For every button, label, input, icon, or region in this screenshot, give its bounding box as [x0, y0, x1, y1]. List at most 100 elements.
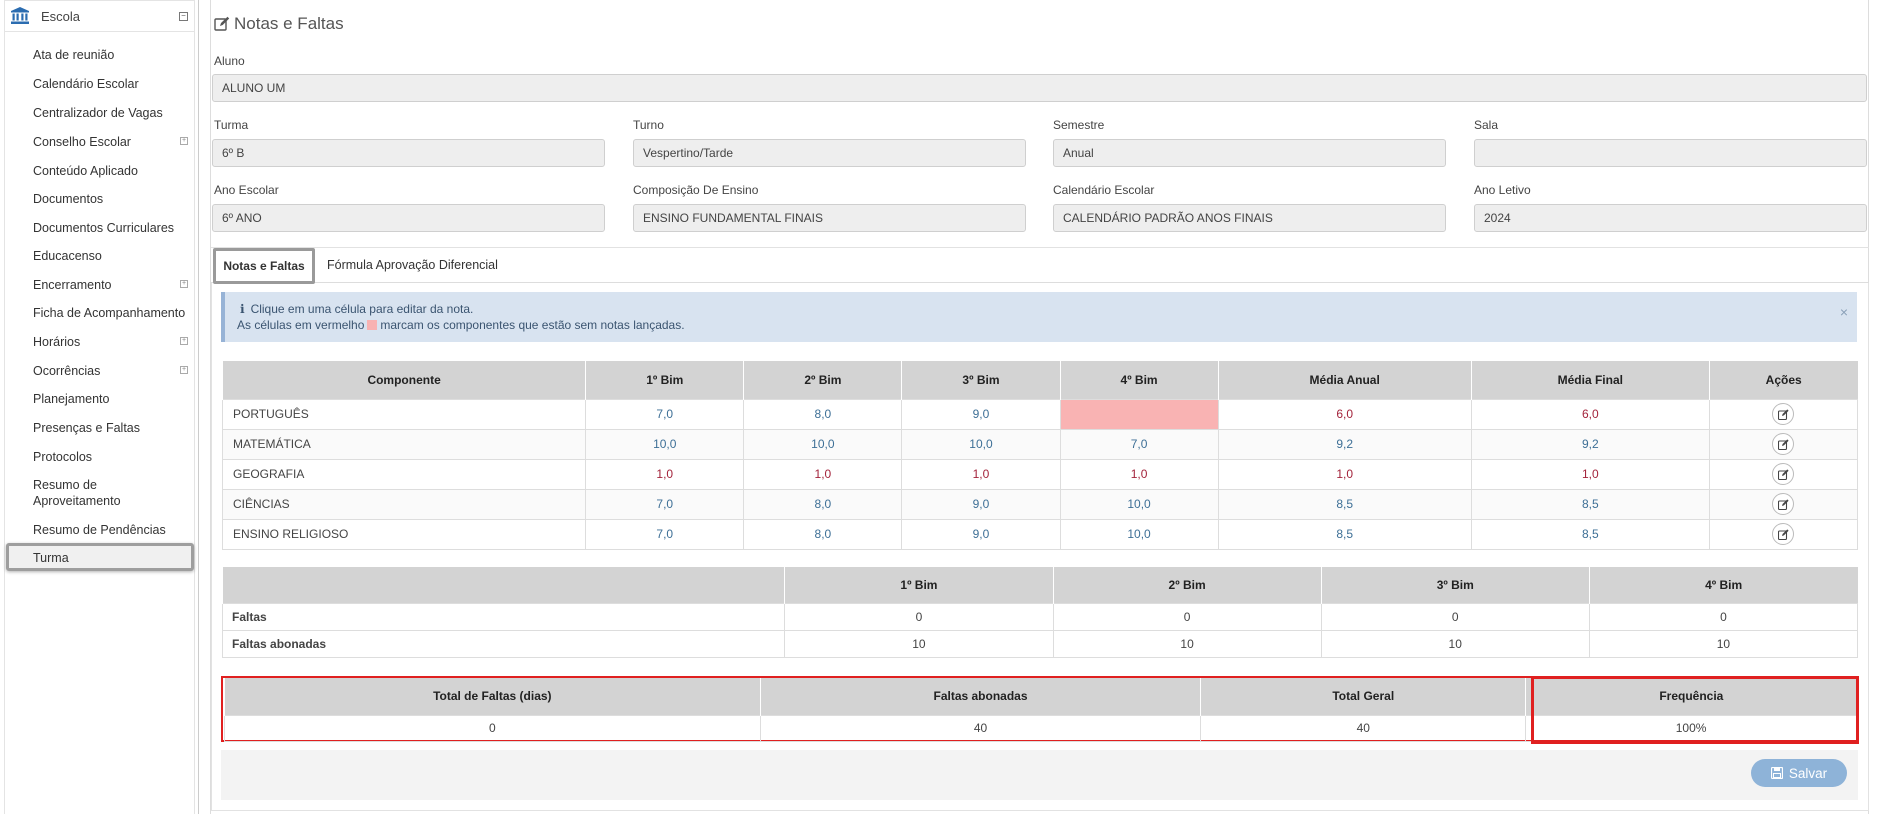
- sidebar-item-resumo-de[interactable]: Resumo de: [33, 478, 97, 492]
- semestre-field[interactable]: Anual: [1053, 139, 1446, 167]
- grade-cell[interactable]: 1,0: [1470, 458, 1710, 490]
- grade-cell[interactable]: [1059, 398, 1219, 430]
- actions-cell: [1708, 458, 1859, 490]
- grade-cell[interactable]: 7,0: [585, 518, 745, 550]
- sidebar-item-resumo-de-pendências[interactable]: Resumo de Pendências: [33, 523, 166, 537]
- grade-cell[interactable]: 10,0: [1059, 518, 1219, 550]
- collapse-icon[interactable]: −: [179, 12, 188, 21]
- edit-row-button[interactable]: [1772, 403, 1795, 425]
- tab-formula-aprovacao[interactable]: Fórmula Aprovação Diferencial: [327, 258, 498, 272]
- grade-cell[interactable]: 9,0: [901, 488, 1061, 520]
- sidebar-item-conteúdo-aplicado[interactable]: Conteúdo Aplicado: [33, 164, 138, 178]
- sidebar-item-planejamento[interactable]: Planejamento: [33, 392, 110, 406]
- componente-cell: PORTUGUÊS: [221, 398, 587, 430]
- sidebar-item-calendário-escolar[interactable]: Calendário Escolar: [33, 77, 139, 91]
- edit-icon: [1778, 499, 1790, 510]
- total-geral-header: Total Geral: [1200, 678, 1526, 715]
- grade-cell[interactable]: 8,5: [1470, 518, 1710, 550]
- faltas-cell: 0: [1588, 602, 1859, 631]
- grade-cell[interactable]: 10,0: [901, 428, 1061, 460]
- expand-icon[interactable]: +: [180, 366, 188, 374]
- ano-escolar-field[interactable]: 6º ANO: [212, 204, 605, 232]
- frequencia-value: 100%: [1525, 714, 1857, 742]
- grade-cell[interactable]: 9,2: [1217, 428, 1472, 460]
- tab-bar: [211, 247, 1869, 283]
- sidebar-item-presenças-e-faltas[interactable]: Presenças e Faltas: [33, 421, 140, 435]
- grade-cell[interactable]: 8,0: [743, 488, 903, 520]
- faltas-table: 1º Bim 2º Bim 3º Bim 4º Bim Faltas 0 0 0 0 Falta…: [221, 567, 1859, 658]
- sidebar-item-protocolos[interactable]: Protocolos: [33, 450, 93, 464]
- sidebar-item-conselho-escolar[interactable]: Conselho Escolar: [33, 135, 131, 149]
- tab-notas-e-faltas[interactable]: Notas e Faltas: [213, 248, 315, 284]
- turno-label: Turno: [633, 118, 664, 132]
- expand-icon[interactable]: +: [180, 137, 188, 145]
- grade-cell[interactable]: 7,0: [1059, 428, 1219, 460]
- grade-cell[interactable]: 8,5: [1217, 488, 1472, 520]
- grade-cell[interactable]: 8,0: [743, 398, 903, 430]
- expand-icon[interactable]: +: [180, 337, 188, 345]
- actions-cell: [1708, 428, 1859, 460]
- turno-field[interactable]: Vespertino/Tarde: [633, 139, 1026, 167]
- grade-cell[interactable]: 10,0: [1059, 488, 1219, 520]
- save-button[interactable]: Salvar: [1751, 759, 1847, 787]
- grade-cell[interactable]: 9,2: [1470, 428, 1710, 460]
- edit-row-button[interactable]: [1772, 433, 1795, 455]
- grade-cell[interactable]: 8,0: [743, 518, 903, 550]
- faltas-cell: 0: [1320, 602, 1590, 631]
- grade-cell[interactable]: 10,0: [585, 428, 745, 460]
- aluno-field[interactable]: ALUNO UM: [212, 74, 1867, 102]
- sidebar-item-encerramento[interactable]: Encerramento: [33, 278, 112, 292]
- sidebar-item-horários[interactable]: Horários: [33, 335, 81, 349]
- sidebar-item-ata-de-reunião[interactable]: Ata de reunião: [33, 48, 115, 62]
- grade-cell[interactable]: 7,0: [585, 488, 745, 520]
- grade-cell[interactable]: 1,0: [1059, 458, 1219, 490]
- sala-field[interactable]: [1474, 139, 1867, 167]
- grade-cell[interactable]: 1,0: [743, 458, 903, 490]
- frequencia-highlight: [1531, 676, 1859, 744]
- sidebar-item-educacenso[interactable]: Educacenso: [33, 249, 102, 263]
- edit-row-button[interactable]: [1772, 463, 1795, 485]
- faltas-abonadas-header: Faltas abonadas: [759, 678, 1201, 715]
- grade-cell[interactable]: 1,0: [901, 458, 1061, 490]
- grades-header: 4º Bim: [1059, 361, 1219, 399]
- main-panel: Notas e Faltas Aluno ALUNO UM Turma 6º B…: [210, 0, 1869, 814]
- edit-row-button[interactable]: [1772, 493, 1795, 515]
- grade-cell[interactable]: 6,0: [1217, 398, 1472, 430]
- grade-cell[interactable]: 9,0: [901, 398, 1061, 430]
- edit-row-button[interactable]: [1772, 523, 1795, 545]
- faltas-cell: 10: [1320, 629, 1590, 658]
- grade-cell[interactable]: 6,0: [1470, 398, 1710, 430]
- grade-cell[interactable]: 8,5: [1470, 488, 1710, 520]
- grade-cell[interactable]: 8,5: [1217, 518, 1472, 550]
- turma-field[interactable]: 6º B: [212, 139, 605, 167]
- componente-cell: MATEMÁTICA: [221, 428, 587, 460]
- sidebar-item-documentos-curriculares[interactable]: Documentos Curriculares: [33, 221, 175, 235]
- grade-cell[interactable]: 1,0: [1217, 458, 1472, 490]
- turma-label: Turma: [214, 118, 249, 132]
- alert-text-2b: marcam os componentes que estão sem nota…: [380, 318, 685, 332]
- faltas-abonadas-value: 40: [759, 714, 1202, 742]
- grade-cell[interactable]: 1,0: [585, 458, 745, 490]
- sidebar-item-centralizador-de-vagas[interactable]: Centralizador de Vagas: [33, 106, 163, 120]
- sidebar-item-documentos[interactable]: Documentos: [33, 192, 104, 206]
- faltas-cell: 10: [1052, 629, 1322, 658]
- close-icon[interactable]: ×: [1839, 304, 1848, 320]
- sidebar-item-turma[interactable]: Turma: [33, 551, 69, 565]
- sidebar-item-aproveitamento[interactable]: Aproveitamento: [33, 494, 121, 508]
- alert-line-2: As células em vermelho marcam os componen…: [237, 318, 685, 332]
- expand-icon[interactable]: +: [180, 280, 188, 288]
- page-title: Notas e Faltas: [214, 14, 344, 34]
- faltas-header: 3º Bim: [1320, 567, 1590, 603]
- calendario-field[interactable]: CALENDÁRIO PADRÃO ANOS FINAIS: [1053, 204, 1446, 232]
- grade-cell[interactable]: 7,0: [585, 398, 745, 430]
- ano-letivo-field[interactable]: 2024: [1474, 204, 1867, 232]
- faltas-header: 2º Bim: [1052, 567, 1322, 603]
- grade-cell[interactable]: 9,0: [901, 518, 1061, 550]
- sidebar-header-escola[interactable]: Escola −: [4, 0, 195, 32]
- sidebar-item-ocorrências[interactable]: Ocorrências: [33, 364, 101, 378]
- tab-content: [211, 283, 1869, 811]
- edit-icon: [214, 16, 230, 31]
- sidebar-item-ficha-de-acompanhamento[interactable]: Ficha de Acompanhamento: [33, 306, 186, 320]
- composicao-field[interactable]: ENSINO FUNDAMENTAL FINAIS: [633, 204, 1026, 232]
- grade-cell[interactable]: 10,0: [743, 428, 903, 460]
